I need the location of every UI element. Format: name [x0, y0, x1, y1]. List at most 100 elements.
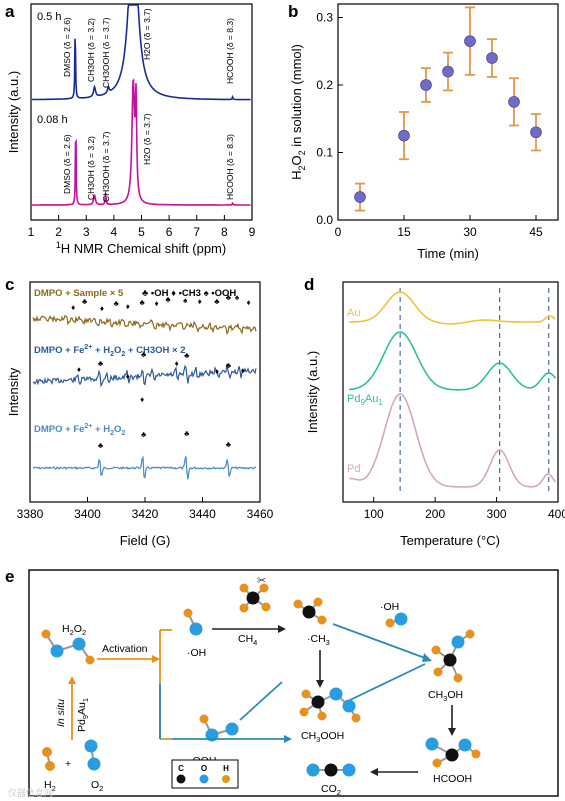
- oh-radical: [183, 608, 203, 636]
- data-point: [508, 96, 520, 108]
- atom-legend: C O H: [171, 759, 239, 789]
- data-point: [464, 35, 476, 47]
- h2o2-molecule: [41, 629, 95, 665]
- tpd-trace-au: [349, 291, 557, 325]
- panel-b-points: [354, 6, 542, 212]
- epr-peak-symbol: ♣: [98, 441, 104, 450]
- peak-label-hcooh-2: HCOOH (δ = 8.3): [225, 134, 235, 200]
- panel-d-ticks: 100 200 300 400: [364, 497, 565, 521]
- panel-c-frame: [29, 281, 261, 503]
- label-plus: +: [65, 758, 71, 770]
- series-label-au: Au: [347, 307, 360, 319]
- arrow-ooh-up: [239, 681, 283, 721]
- label-oh: ·OH: [187, 647, 206, 659]
- epr-trace-fenton: [32, 455, 257, 480]
- ooh-radical: [199, 714, 239, 742]
- tpd-trace-pd9au1: [349, 331, 557, 391]
- legend-h: H: [223, 764, 229, 773]
- panel-b-ticks: 0 15 30 45 0.0 0.1 0.2 0.3: [316, 11, 543, 240]
- oh-radical-2: [385, 612, 408, 628]
- epr-peak-symbols: ♦♣♦♣ ♦ ♣ ♦ ♣ ♠ ♦ ♣ ♣ ♠♦♦♣♦♣♦♦♣♦♣♦♣♣ ♣♣: [71, 293, 250, 450]
- panel-c-xtick-label: 3440: [189, 507, 216, 521]
- panel-c-ylabel: Intensity: [6, 367, 21, 416]
- peak-label-ch3ooh-2: CH3OOH (δ = 3.7): [101, 131, 111, 202]
- panel-d-xtick-label: 400: [548, 507, 565, 521]
- panel-c-xlabel: Field (G): [120, 533, 171, 548]
- tpd-trace-pd: [349, 393, 557, 488]
- panel-e-scheme: H2O2 Activation In situ Pd9Au1 + H2 O2: [8, 569, 559, 798]
- label-oh-2: ·OH: [380, 601, 399, 613]
- branch-bracket: [159, 629, 172, 740]
- label-h2o2: H2O2: [62, 623, 86, 637]
- peak-label-ch3oh-2: CH3OH (δ = 3.2): [86, 136, 96, 200]
- epr-peak-symbol: ♦: [198, 297, 202, 306]
- ch4-molecule: ✂: [239, 575, 271, 613]
- legend-c: C: [178, 764, 184, 773]
- epr-peak-symbol: ♣: [114, 299, 120, 308]
- panel-d-tpd: 100 200 300 400 Temperature (°C) Intensity …: [305, 281, 565, 548]
- epr-peak-symbol: ♠: [235, 293, 240, 302]
- epr-peak-symbol: ♣: [214, 297, 220, 306]
- peak-label-ch3oh-1: CH3OH (δ = 3.2): [86, 18, 96, 82]
- data-point: [486, 52, 498, 64]
- label-o2: O2: [91, 779, 103, 793]
- panel-label-a: a: [5, 2, 15, 21]
- panel-label-d: d: [304, 275, 314, 294]
- panel-label-e: e: [5, 567, 14, 586]
- legend-o: O: [201, 764, 207, 773]
- nmr-trace-0-08h: [32, 78, 251, 206]
- peak-label-h2o-2: H2O (δ = 3.7): [142, 113, 152, 165]
- series-label-fenton: DMPO + Fe2+ + H2O2: [34, 423, 125, 437]
- ch3-radical: [293, 597, 327, 625]
- panel-a-ylabel: Intensity (a.u.): [6, 71, 21, 153]
- series-label-pd: Pd: [347, 463, 360, 475]
- data-point: [442, 65, 454, 78]
- peak-label-hcooh-1: HCOOH (δ = 8.3): [225, 18, 235, 84]
- trace-label-0-08h: 0.08 h: [37, 114, 68, 126]
- label-h2: H2: [44, 779, 56, 793]
- panel-a-xtick-label: 9: [249, 225, 256, 239]
- watermark: 仪器信息网: [8, 787, 53, 798]
- panel-b-xtick-label: 0: [335, 225, 342, 239]
- panel-b-xtick-label: 30: [463, 225, 477, 239]
- data-point: [354, 191, 366, 203]
- panel-a-xtick-label: 4: [111, 225, 118, 239]
- co2-molecule: [306, 763, 356, 777]
- epr-trace-sample: [32, 315, 257, 336]
- panel-c-epr: 3380 3400 3420 3440 3460 Field (G) Intensity…: [6, 281, 274, 548]
- panel-c-xtick-label: 3460: [247, 507, 274, 521]
- scheme-frame: [28, 569, 559, 797]
- arrow-ch3-to-ch3oh: [332, 623, 426, 659]
- series-label-ch3oh: DMPO + Fe2+ + H2O2 + CH3OH × 2: [34, 344, 186, 358]
- panel-c-xtick-label: 3380: [17, 507, 44, 521]
- panel-c-ticks: 3380 3400 3420 3440 3460: [17, 497, 274, 521]
- arrow-ch3ooh-to-ch3oh: [349, 663, 426, 701]
- epr-peak-symbol: ♣: [184, 429, 190, 438]
- series-label-sample: DMPO + Sample × 5: [34, 288, 124, 299]
- label-in-situ: In situ: [55, 699, 67, 727]
- label-ch4: CH4: [238, 633, 257, 647]
- panel-b-ytick-label: 0.3: [316, 11, 333, 25]
- scissors-icon: ✂: [257, 575, 266, 587]
- epr-peak-symbol: ♦: [100, 304, 104, 313]
- peak-label-ch3ooh-1: CH3OOH (δ = 3.7): [101, 17, 111, 88]
- panel-d-peak-markers: [399, 288, 550, 492]
- epr-peak-symbol: ♦: [126, 302, 130, 311]
- epr-peak-symbol: ♦: [241, 366, 245, 375]
- label-catalyst: Pd9Au1: [76, 698, 90, 732]
- label-ch3oh: CH3OH: [428, 689, 463, 703]
- panel-a-xtick-label: 2: [55, 225, 62, 239]
- label-co2: CO2: [321, 783, 341, 797]
- epr-peak-symbol: ♣: [165, 295, 171, 304]
- data-point: [530, 126, 542, 139]
- epr-trace-ch3oh: [32, 364, 257, 388]
- data-point: [398, 129, 410, 142]
- epr-peak-symbol: ♠: [183, 296, 188, 305]
- peak-label-dmso-2: DMSO (δ = 2.6): [62, 134, 72, 194]
- data-point: [420, 79, 432, 91]
- panel-d-xtick-label: 200: [425, 507, 445, 521]
- epr-peak-symbol: ♣: [82, 297, 88, 306]
- epr-peak-symbol: ♦: [175, 359, 179, 368]
- panel-d-ylabel: Intensity (a.u.): [305, 351, 320, 433]
